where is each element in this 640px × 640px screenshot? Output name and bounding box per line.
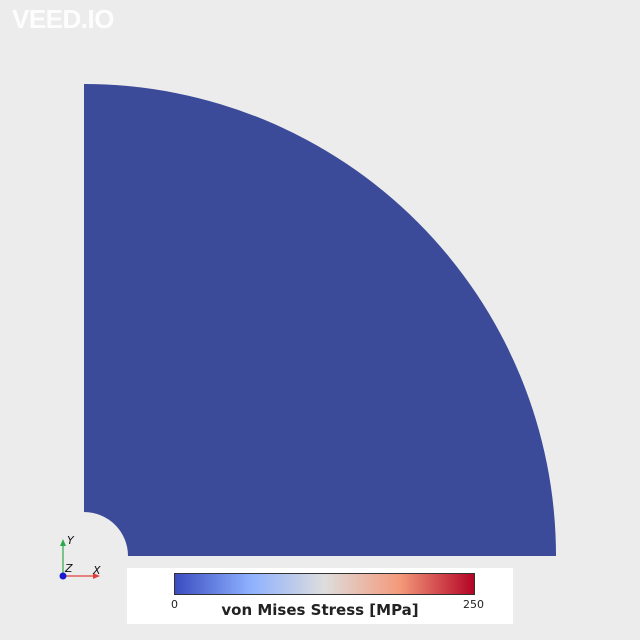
- y-axis-arrow-icon: [60, 539, 66, 546]
- legend-max-label: 250: [463, 598, 484, 611]
- watermark-logo: VEED.IO: [12, 4, 114, 34]
- legend-title: von Mises Stress [MPa]: [221, 601, 419, 619]
- x-axis-label: X: [93, 564, 101, 577]
- colorbar-gradient: [174, 573, 475, 595]
- plate-with-hole-geometry: [84, 84, 556, 556]
- z-axis-dot-icon: [59, 572, 67, 580]
- y-axis-label: Y: [67, 534, 74, 547]
- scalar-bar-legend: 0 250 von Mises Stress [MPa]: [127, 568, 513, 624]
- orientation-axes: Y Z X: [55, 534, 105, 582]
- z-axis-label: Z: [65, 562, 73, 575]
- axes-triad-graphic: [59, 539, 100, 580]
- legend-min-label: 0: [171, 598, 178, 611]
- x-axis-arrow-icon: [93, 573, 100, 579]
